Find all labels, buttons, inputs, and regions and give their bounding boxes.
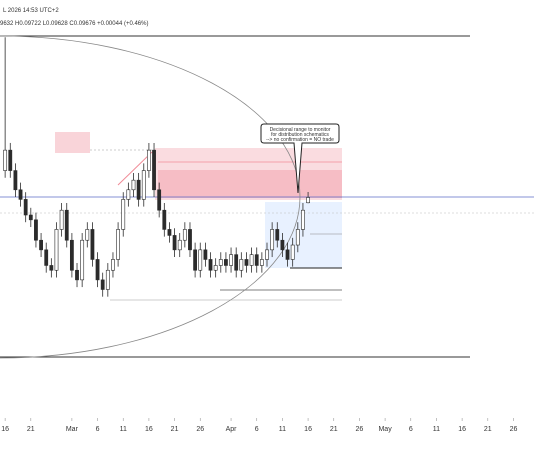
candle-body — [64, 209, 69, 241]
candle-body — [285, 249, 290, 260]
candle-body — [18, 189, 23, 200]
candles — [3, 37, 310, 297]
candle-body — [90, 229, 95, 260]
x-tick-label: 16 — [304, 426, 312, 433]
candle-body — [208, 259, 213, 271]
candle-body — [8, 149, 13, 171]
candle-body — [69, 239, 74, 271]
candle-body — [172, 235, 177, 251]
x-tick-label: 16 — [458, 426, 466, 433]
candle-body — [239, 259, 244, 271]
candle-body — [147, 149, 151, 171]
candle-body — [85, 229, 90, 241]
supply-zone — [55, 132, 90, 153]
candle-body — [265, 249, 269, 260]
candle-body — [224, 259, 228, 266]
x-tick-label: Mar — [66, 426, 79, 433]
candle-body — [198, 249, 203, 271]
candle-body — [162, 209, 167, 230]
x-axis: 16 21 Mar 6 11 16 21 26 Apr 6 11 16 21 26 May 6 11 16 21 26 — [1, 418, 517, 433]
candle-body — [244, 259, 249, 266]
candle-body — [59, 209, 64, 230]
candle-body — [249, 254, 254, 266]
candle-body — [275, 229, 280, 241]
candle-body — [39, 239, 43, 251]
candle-body — [290, 244, 295, 260]
candle-body — [100, 279, 105, 290]
x-tick-label: 6 — [255, 426, 259, 433]
x-tick-label: 21 — [484, 426, 492, 433]
x-tick-label: May — [378, 426, 392, 433]
candle-body — [259, 259, 264, 266]
candle-body — [203, 249, 208, 260]
x-tick-label: 21 — [27, 426, 35, 433]
annotation-text: for distribution schematics — [271, 132, 329, 138]
candle-body — [131, 179, 136, 191]
x-tick-label: 16 — [145, 426, 153, 433]
callout — [260, 123, 340, 194]
candle-body — [23, 199, 28, 216]
candle-body — [116, 229, 120, 260]
annotation-text: --> no confirmation = NO trade — [266, 137, 334, 143]
candle-body — [141, 170, 146, 200]
candle-body — [28, 214, 33, 221]
candle-body — [34, 219, 38, 241]
header-text: 9632 H0.09722 L0.09628 C0.09676 +0.00044… — [0, 21, 148, 27]
x-tick-label: 11 — [279, 426, 286, 433]
x-tick-label: 21 — [330, 426, 338, 433]
candle-body — [234, 254, 239, 271]
x-tick-label: 11 — [120, 426, 127, 433]
candle-body — [80, 239, 85, 281]
candle-body — [270, 229, 275, 251]
candle-body — [105, 269, 110, 290]
candle-body — [152, 149, 156, 191]
candle-body — [177, 239, 182, 251]
candle-body — [136, 179, 141, 200]
x-tick-label: 16 — [1, 426, 9, 433]
x-tick-label: 21 — [171, 426, 179, 433]
candle-body — [13, 170, 18, 191]
candle-body — [3, 149, 8, 171]
candle-body — [111, 259, 115, 271]
candle-body — [95, 259, 100, 281]
x-tick-label: 26 — [196, 426, 204, 433]
candle-body — [218, 259, 223, 266]
header-text: L 2026 14:53 UTC+2 — [3, 8, 59, 14]
candle-body — [75, 269, 79, 281]
x-tick-label: 26 — [356, 426, 364, 433]
candle-body — [280, 239, 285, 251]
x-tick-label: 6 — [409, 426, 413, 433]
supply-zone-inner — [158, 170, 342, 198]
x-tick-label: 11 — [433, 426, 440, 433]
candle-body — [213, 265, 218, 271]
x-tick-label: 6 — [96, 426, 100, 433]
candle-body — [54, 229, 59, 271]
candle-body — [254, 254, 259, 266]
candle-body — [167, 229, 172, 236]
annotation-text: Decisional range to monitor — [270, 127, 331, 133]
candle-body — [182, 229, 187, 241]
candle-body — [126, 189, 131, 200]
candle-body — [121, 199, 126, 230]
candle-body — [157, 189, 162, 211]
candle-body — [295, 229, 300, 246]
candle-body — [301, 209, 305, 230]
trend-line — [117, 151, 153, 186]
x-tick-label: Apr — [226, 426, 238, 433]
candle-body — [306, 197, 310, 204]
arc — [0, 35, 301, 359]
candle-body — [229, 254, 233, 266]
candle-body — [49, 265, 54, 271]
candle-body — [44, 249, 49, 266]
x-tick-label: 26 — [510, 426, 518, 433]
candle-body — [188, 229, 192, 251]
candle-body — [193, 249, 198, 271]
